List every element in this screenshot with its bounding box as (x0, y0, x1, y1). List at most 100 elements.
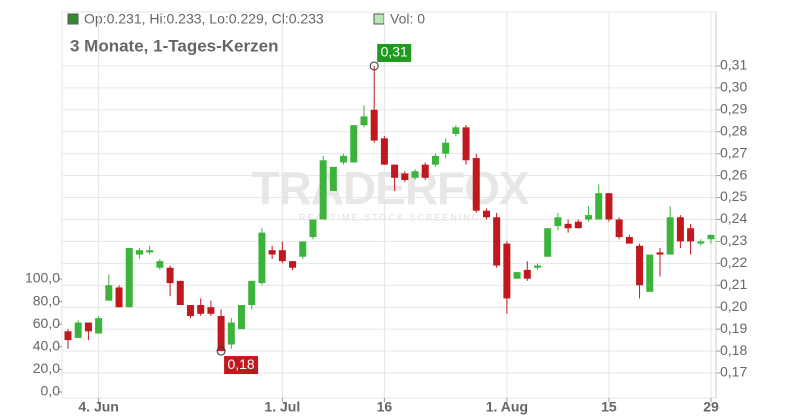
extreme-label-box (224, 356, 259, 375)
y-tick-label: 0,29 (720, 101, 747, 117)
y-tick-label: 0,26 (720, 166, 747, 182)
candle-body (401, 173, 409, 180)
x-tick-label: 1. Aug (486, 399, 528, 415)
y-tick-label: 0,28 (720, 122, 747, 138)
candle-body (564, 223, 572, 229)
candle-body (687, 228, 695, 242)
candle-body (217, 315, 225, 352)
extreme-marker (369, 61, 379, 71)
candle-body (248, 280, 256, 306)
candle-body (636, 245, 644, 286)
candle-body (105, 285, 113, 301)
y2-tick-label: 20,0 (33, 360, 60, 376)
y-tick-label: 0,18 (720, 342, 747, 358)
candle-body (156, 261, 164, 268)
candle-body (391, 164, 399, 178)
candle-body (166, 267, 174, 284)
y2-tick-label: 80,0 (33, 292, 60, 308)
candle-body (411, 171, 419, 178)
volume-legend-icon (373, 13, 385, 25)
ohlc-legend-icon (67, 13, 79, 25)
candle-body (197, 305, 205, 314)
ohlc-legend: Op:0.231, Hi:0.233, Lo:0.229, Cl:0.233 (84, 11, 324, 27)
candle-body (95, 318, 103, 334)
candle-body (666, 217, 674, 255)
x-tick-label: 29 (703, 399, 719, 415)
candle-body (646, 254, 654, 292)
candle-body (299, 241, 307, 257)
candle-body (625, 237, 633, 244)
candle-body (554, 217, 562, 227)
candle-body (707, 234, 715, 240)
candle-body (84, 322, 92, 332)
candle-body (227, 322, 235, 345)
candle-body (472, 158, 480, 211)
y-tick-label: 0,20 (720, 298, 747, 314)
candle-body (421, 164, 429, 178)
candle-body (309, 219, 317, 238)
candle-body (544, 228, 552, 257)
candle-body (615, 219, 623, 238)
y-tick-label: 0,30 (720, 79, 747, 95)
x-tick-label: 4. Jun (78, 399, 118, 415)
candle-body (64, 331, 72, 341)
candle-body (125, 247, 133, 308)
extreme-label: 0,18 (227, 356, 254, 372)
y-tick-label: 0,27 (720, 144, 747, 160)
candle-body (135, 250, 143, 255)
watermark: TRADERFOX (251, 162, 530, 214)
y-tick-label: 0,31 (720, 57, 747, 73)
candle-body (462, 127, 470, 161)
candle-body (697, 241, 705, 244)
candle-body (289, 261, 297, 268)
extreme-label: 0,31 (381, 44, 408, 60)
y2-tick-label: 40,0 (33, 338, 60, 354)
candle-body (115, 287, 123, 308)
watermark-tagline: REALTIME STOCK SCREENING (299, 212, 481, 222)
x-tick-label: 15 (601, 399, 617, 415)
candle-body (74, 322, 82, 338)
candle-body (676, 217, 684, 242)
candle-body (278, 250, 286, 262)
candle-body (482, 210, 490, 218)
candle-body (493, 217, 501, 266)
candle-body (513, 272, 521, 279)
extreme-label-box (377, 43, 412, 62)
candle-body (605, 193, 613, 220)
y-tick-label: 0,25 (720, 188, 747, 204)
candle-body (258, 232, 266, 284)
candle-body (523, 269, 531, 279)
candle-body (319, 160, 327, 220)
y2-tick-label: 60,0 (33, 315, 60, 331)
candle-body (186, 305, 194, 316)
candle-body (238, 305, 246, 330)
y2-tick-label: 0,0 (41, 383, 61, 399)
candle-body (656, 252, 664, 255)
candle-body (329, 166, 337, 191)
candle-body (574, 221, 582, 229)
candle-body (595, 193, 603, 220)
x-tick-label: 16 (377, 399, 393, 415)
y-tick-label: 0,19 (720, 320, 747, 336)
candle-body (268, 250, 276, 255)
candle-body (380, 138, 388, 165)
candle-body (431, 155, 439, 165)
y-tick-label: 0,17 (720, 364, 747, 380)
candle-body (442, 142, 450, 154)
candle-body (207, 307, 215, 314)
subtitle: 3 Monate, 1-Tages-Kerzen (70, 36, 278, 55)
candle-body (146, 250, 154, 253)
candle-body (503, 243, 511, 299)
candle-body (340, 155, 348, 163)
y2-tick-label: 100,0 (25, 270, 60, 286)
volume-legend: Vol: 0 (390, 11, 425, 27)
x-tick-label: 1. Jul (264, 399, 300, 415)
y-tick-label: 0,21 (720, 276, 747, 292)
candle-body (370, 109, 378, 141)
candle-body (533, 265, 541, 268)
candle-body (176, 280, 184, 306)
y-tick-label: 0,23 (720, 232, 747, 248)
candle-body (585, 215, 593, 220)
candle-body (350, 125, 358, 163)
